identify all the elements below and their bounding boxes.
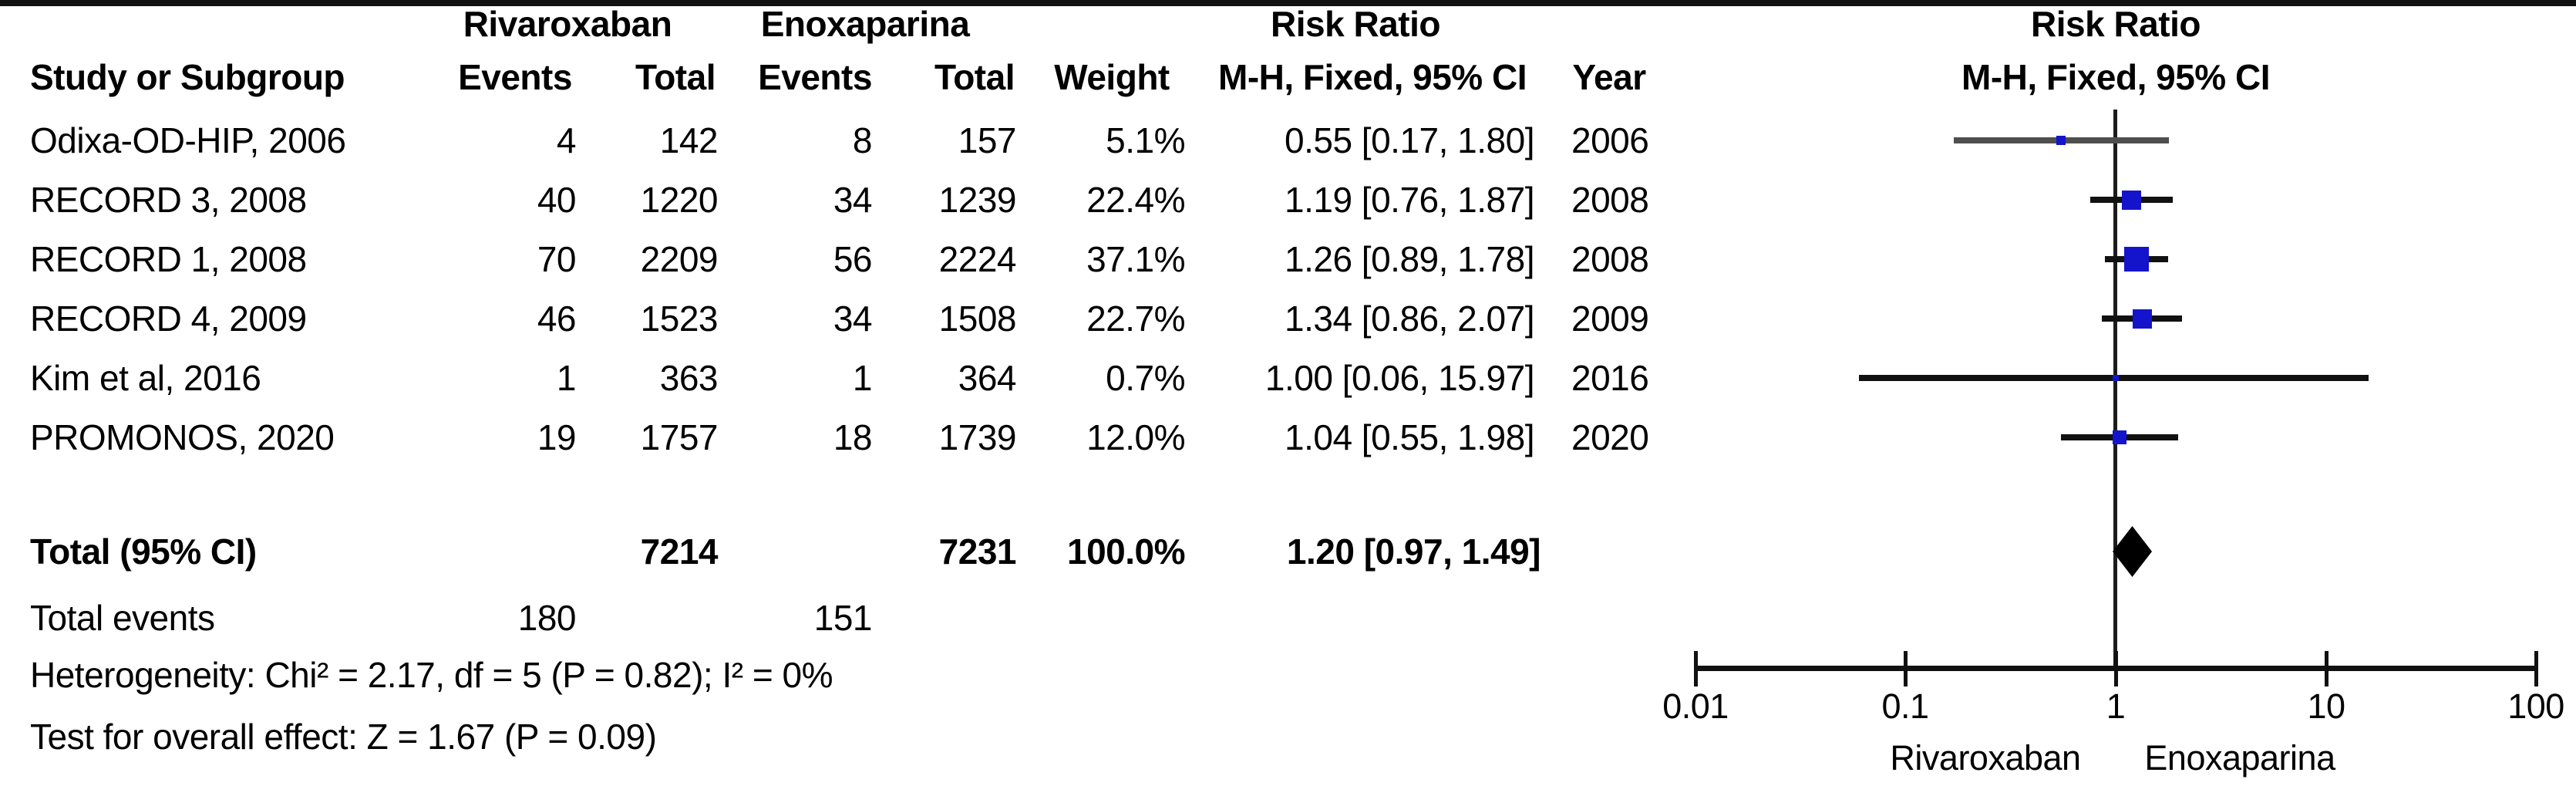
- riv-total-value: 1523: [640, 299, 719, 339]
- col-header-year: Year: [1572, 57, 1646, 97]
- year-value: 2008: [1571, 180, 1649, 220]
- year-value: 2009: [1571, 299, 1649, 339]
- col-header-riv-total: Total: [635, 57, 716, 97]
- enox-events-value: 34: [833, 299, 873, 339]
- riv-events-value: 70: [537, 239, 577, 279]
- enox-total-value: 2224: [938, 239, 1017, 279]
- enox-total-value: 157: [958, 120, 1017, 160]
- heterogeneity-text: Heterogeneity: Chi² = 2.17, df = 5 (P = …: [30, 655, 833, 695]
- col-header-enox-events: Events: [758, 57, 872, 97]
- year-value: 2016: [1571, 358, 1649, 398]
- study-name: RECORD 4, 2009: [30, 299, 307, 339]
- effect-square: [2113, 430, 2126, 444]
- x-axis-tick-label: 100: [2507, 686, 2564, 726]
- x-axis-tick: [2325, 651, 2329, 686]
- col-header-weight: Weight: [1054, 57, 1170, 97]
- study-name: RECORD 3, 2008: [30, 180, 307, 220]
- effect-square: [2133, 309, 2152, 329]
- riv-total-value: 1757: [640, 417, 719, 457]
- effect-square: [2056, 136, 2066, 145]
- pooled-effect-diamond: [2113, 526, 2152, 577]
- enox-events-value: 18: [833, 417, 873, 457]
- header-separator-line: [0, 0, 2576, 6]
- study-name: RECORD 1, 2008: [30, 239, 307, 279]
- x-axis-tick: [2114, 651, 2118, 686]
- favours-left-label: Rivaroxaban: [1890, 738, 2081, 778]
- riv-total-value: 363: [659, 358, 719, 398]
- riv-events-value: 40: [537, 180, 577, 220]
- x-axis-tick-label: 0.1: [1881, 686, 1929, 726]
- year-value: 2006: [1571, 120, 1649, 160]
- total-rr-ci: 1.20 [0.97, 1.49]: [1286, 531, 1541, 572]
- riv-total-value: 1220: [640, 180, 719, 220]
- weight-value: 37.1%: [1086, 239, 1185, 279]
- x-axis-tick-label: 1: [2106, 686, 2126, 726]
- weight-value: 5.1%: [1106, 120, 1185, 160]
- col-header-enox-total: Total: [934, 57, 1015, 97]
- total-row-label: Total (95% CI): [30, 531, 257, 572]
- rr-ci-value: 1.00 [0.06, 15.97]: [1264, 358, 1535, 398]
- year-value: 2020: [1571, 417, 1649, 457]
- effect-square: [2124, 247, 2149, 272]
- col-header-study: Study or Subgroup: [30, 57, 345, 97]
- col-header-mh-fixed: M-H, Fixed, 95% CI: [1218, 57, 1527, 97]
- enox-total-value: 1239: [938, 180, 1017, 220]
- enox-events-value: 34: [833, 180, 873, 220]
- group-header-enoxaparina: Enoxaparina: [760, 4, 970, 44]
- rr-ci-value: 1.04 [0.55, 1.98]: [1285, 417, 1535, 457]
- group-header-risk-ratio-left: Risk Ratio: [1271, 4, 1440, 44]
- x-axis-tick-label: 10: [2307, 686, 2345, 726]
- x-axis-tick-label: 0.01: [1662, 686, 1729, 726]
- total-enox-n: 7231: [938, 531, 1017, 572]
- year-value: 2008: [1571, 239, 1649, 279]
- col-header-mh-fixed-right: M-H, Fixed, 95% CI: [1961, 57, 2270, 97]
- riv-events-value: 1: [556, 358, 577, 398]
- weight-value: 22.7%: [1086, 299, 1185, 339]
- weight-value: 0.7%: [1106, 358, 1185, 398]
- enox-total-value: 1508: [938, 299, 1017, 339]
- riv-total-value: 2209: [640, 239, 719, 279]
- rr-ci-value: 1.26 [0.89, 1.78]: [1285, 239, 1535, 279]
- col-header-riv-events: Events: [458, 57, 572, 97]
- study-name: Kim et al, 2016: [30, 358, 261, 398]
- total-events-riv: 180: [517, 598, 577, 638]
- total-events-enox: 151: [813, 598, 873, 638]
- riv-events-value: 4: [556, 120, 577, 160]
- enox-total-value: 364: [958, 358, 1017, 398]
- null-effect-line: [2113, 110, 2117, 670]
- study-name: PROMONOS, 2020: [30, 417, 335, 457]
- riv-events-value: 19: [537, 417, 577, 457]
- effect-square: [2113, 375, 2119, 381]
- weight-value: 22.4%: [1086, 180, 1185, 220]
- overall-effect-text: Test for overall effect: Z = 1.67 (P = 0…: [30, 717, 657, 757]
- favours-right-label: Enoxaparina: [2144, 738, 2335, 778]
- total-events-label: Total events: [30, 598, 215, 638]
- riv-events-value: 46: [537, 299, 577, 339]
- group-header-risk-ratio-right: Risk Ratio: [2031, 4, 2201, 44]
- enox-total-value: 1739: [938, 417, 1017, 457]
- rr-ci-value: 0.55 [0.17, 1.80]: [1285, 120, 1535, 160]
- enox-events-value: 1: [852, 358, 873, 398]
- x-axis-tick: [1694, 651, 1698, 686]
- x-axis-tick: [1904, 651, 1908, 686]
- weight-value: 12.0%: [1086, 417, 1185, 457]
- riv-total-value: 142: [659, 120, 719, 160]
- effect-square: [2122, 191, 2141, 210]
- enox-events-value: 56: [833, 239, 873, 279]
- total-riv-n: 7214: [640, 531, 719, 572]
- x-axis-tick: [2534, 651, 2538, 686]
- total-weight: 100.0%: [1066, 531, 1186, 572]
- group-header-rivaroxaban: Rivaroxaban: [463, 4, 672, 44]
- rr-ci-value: 1.19 [0.76, 1.87]: [1285, 180, 1535, 220]
- study-name: Odixa-OD-HIP, 2006: [30, 120, 346, 160]
- rr-ci-value: 1.34 [0.86, 2.07]: [1285, 299, 1535, 339]
- enox-events-value: 8: [852, 120, 873, 160]
